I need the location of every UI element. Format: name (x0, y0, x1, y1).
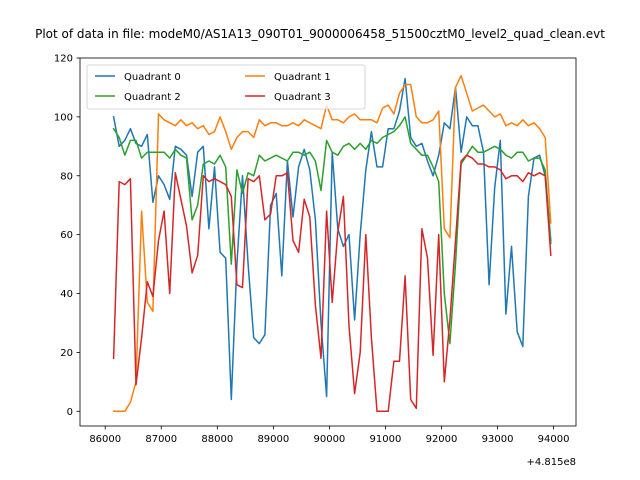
axes-frame (79, 57, 577, 427)
y-tick-label: 120 (54, 54, 73, 65)
x-tick-label: 92000 (426, 434, 458, 445)
y-tick-label: 0 (67, 407, 73, 418)
x-tick-label: 86000 (89, 434, 121, 445)
legend-label-3: Quadrant 3 (274, 92, 331, 103)
plot-area: 86000 87000 88000 89000 90000 91000 92000 93000… (54, 54, 577, 445)
y-tick-label: 100 (54, 112, 73, 123)
legend-label-1: Quadrant 1 (274, 72, 331, 83)
legend-label-2: Quadrant 2 (124, 92, 181, 103)
series-line-1 (112, 74, 552, 413)
series-line-2 (112, 116, 552, 345)
x-tick-label: 93000 (482, 434, 514, 445)
x-tick-label: 94000 (538, 434, 570, 445)
y-tick-label: 20 (60, 348, 73, 359)
chart-title: Plot of data in file: modeM0/AS1A13_090T… (35, 27, 605, 41)
y-tick-label: 80 (60, 171, 73, 182)
x-tick-label: 89000 (257, 434, 289, 445)
x-tick-label: 91000 (370, 434, 402, 445)
series-line-3 (112, 154, 552, 413)
legend-label-0: Quadrant 0 (124, 72, 181, 83)
y-tick-label: 40 (60, 289, 73, 300)
x-offset-label: +4.815e8 (526, 457, 576, 468)
x-tick-label: 87000 (145, 434, 177, 445)
y-tick-label: 60 (60, 230, 73, 241)
legend-box (86, 64, 366, 110)
x-tick-label: 90000 (313, 434, 345, 445)
x-tick-label: 88000 (201, 434, 233, 445)
